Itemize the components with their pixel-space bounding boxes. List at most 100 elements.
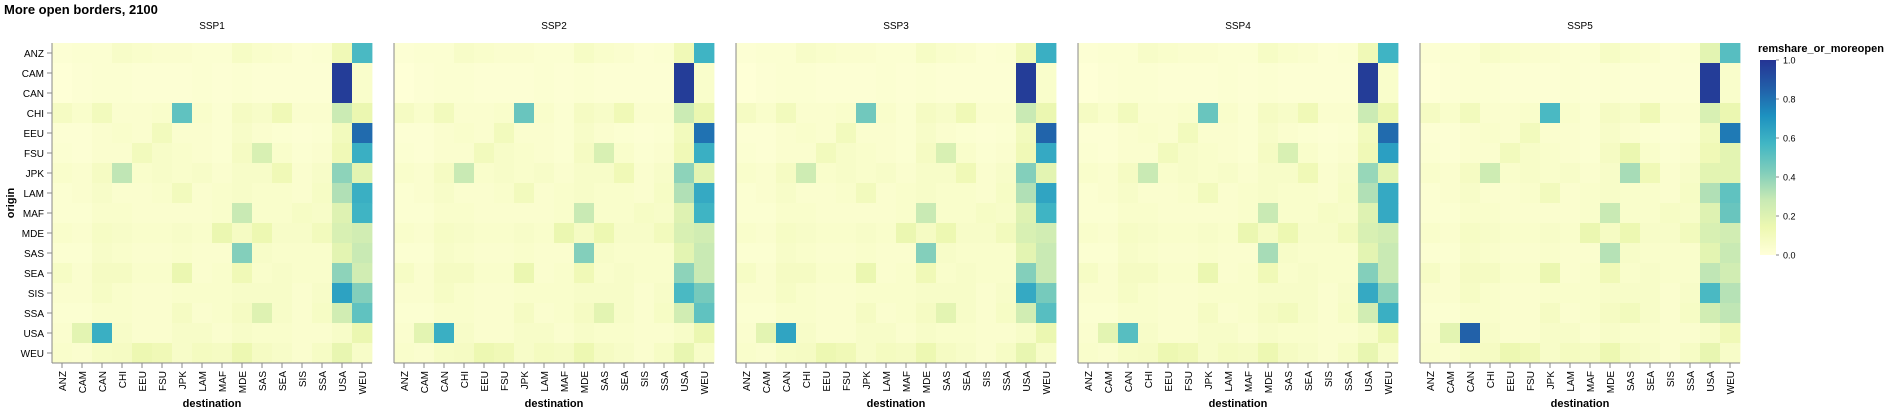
heatmap-cell xyxy=(896,43,917,64)
heatmap-cell xyxy=(1358,103,1379,124)
heatmap-cell xyxy=(1620,63,1641,84)
heatmap-cell xyxy=(816,83,837,104)
heatmap-cell xyxy=(434,63,455,84)
heatmap-cell xyxy=(1218,223,1239,244)
heatmap-cell xyxy=(956,283,977,304)
x-tick-label: CAM xyxy=(762,371,773,393)
heatmap-cell xyxy=(1620,203,1641,224)
heatmap-cell xyxy=(172,223,193,244)
heatmap-cell xyxy=(1238,163,1259,184)
heatmap-cell xyxy=(574,83,595,104)
heatmap-cell xyxy=(1178,283,1199,304)
heatmap-cell xyxy=(454,143,475,164)
heatmap-cell xyxy=(554,83,575,104)
heatmap-cell xyxy=(694,223,715,244)
heatmap-cell xyxy=(1640,343,1661,364)
heatmap-cell xyxy=(856,223,877,244)
heatmap-cell xyxy=(72,323,93,344)
heatmap-cell xyxy=(1600,83,1621,104)
heatmap-cell xyxy=(1036,303,1057,324)
x-tick-label: WEU xyxy=(1042,371,1053,394)
heatmap-cell xyxy=(232,143,253,164)
legend-tick-label: 0.2 xyxy=(1783,212,1796,222)
heatmap-cell xyxy=(736,83,757,104)
heatmap-cell xyxy=(454,123,475,144)
heatmap-cell xyxy=(996,163,1017,184)
heatmap-cell xyxy=(1158,343,1179,364)
heatmap-cell xyxy=(92,103,113,124)
heatmap-cell xyxy=(1560,43,1581,64)
heatmap-cell xyxy=(1480,183,1501,204)
heatmap-cell xyxy=(1420,283,1441,304)
heatmap-cell xyxy=(474,203,495,224)
heatmap-cell xyxy=(1298,283,1319,304)
heatmap-cell xyxy=(1580,223,1601,244)
heatmap-cell xyxy=(1500,143,1521,164)
heatmap-cell xyxy=(434,243,455,264)
heatmap-cell xyxy=(1138,83,1159,104)
heatmap-cell xyxy=(1640,243,1661,264)
heatmap-cell xyxy=(1238,223,1259,244)
heatmap-cell xyxy=(1118,343,1139,364)
heatmap-cell xyxy=(936,43,957,64)
heatmap-cell xyxy=(474,343,495,364)
heatmap-cell xyxy=(1660,263,1681,284)
heatmap-cell xyxy=(1600,323,1621,344)
heatmap-cell xyxy=(996,63,1017,84)
heatmap-cell xyxy=(1440,203,1461,224)
heatmap-cell xyxy=(1460,103,1481,124)
heatmap-cell xyxy=(594,203,615,224)
heatmap-cell xyxy=(1036,323,1057,344)
heatmap-cell xyxy=(896,283,917,304)
heatmap-cell xyxy=(836,63,857,84)
heatmap-cell xyxy=(352,323,373,344)
heatmap-cell xyxy=(1600,283,1621,304)
heatmap-cell xyxy=(252,43,273,64)
heatmap-cell xyxy=(1016,283,1037,304)
x-tick-label: CAN xyxy=(98,371,109,392)
heatmap-cell xyxy=(112,223,133,244)
x-tick-label: EEU xyxy=(480,371,491,392)
heatmap-cell xyxy=(1016,303,1037,324)
heatmap-cell xyxy=(1178,43,1199,64)
heatmap-cell xyxy=(1158,163,1179,184)
heatmap-cell xyxy=(976,343,997,364)
heatmap-cell xyxy=(554,263,575,284)
heatmap-cell xyxy=(876,183,897,204)
heatmap-cell xyxy=(1218,243,1239,264)
heatmap-cell xyxy=(956,323,977,344)
heatmap-cell xyxy=(1258,83,1279,104)
heatmap-cell xyxy=(1580,83,1601,104)
heatmap-cell xyxy=(1318,203,1339,224)
heatmap-cell xyxy=(654,63,675,84)
heatmap-cell xyxy=(876,83,897,104)
heatmap-cell xyxy=(1720,163,1741,184)
heatmap-cell xyxy=(514,183,535,204)
x-tick-label: ANZ xyxy=(1426,371,1437,391)
heatmap-cell xyxy=(352,263,373,284)
heatmap-cell xyxy=(776,143,797,164)
heatmap-cell xyxy=(212,183,233,204)
heatmap-cell xyxy=(534,163,555,184)
heatmap-cell xyxy=(776,323,797,344)
x-tick-label: CAN xyxy=(1124,371,1135,392)
heatmap-cell xyxy=(674,323,695,344)
heatmap-cell xyxy=(434,263,455,284)
heatmap-cell xyxy=(1138,243,1159,264)
heatmap-cell xyxy=(1720,183,1741,204)
heatmap-cell xyxy=(494,163,515,184)
heatmap-cell xyxy=(1098,343,1119,364)
heatmap-cell xyxy=(776,163,797,184)
heatmap-cell xyxy=(654,323,675,344)
heatmap-cell xyxy=(1720,263,1741,284)
heatmap-cell xyxy=(996,43,1017,64)
heatmap-cell xyxy=(1540,343,1561,364)
heatmap-cell xyxy=(694,143,715,164)
heatmap-cell xyxy=(112,243,133,264)
heatmap-cell xyxy=(172,263,193,284)
x-tick-label: CHI xyxy=(802,371,813,388)
heatmap-cell xyxy=(1358,303,1379,324)
heatmap-cell xyxy=(956,83,977,104)
y-tick-label: MDE xyxy=(22,229,45,240)
heatmap-cell xyxy=(1158,243,1179,264)
